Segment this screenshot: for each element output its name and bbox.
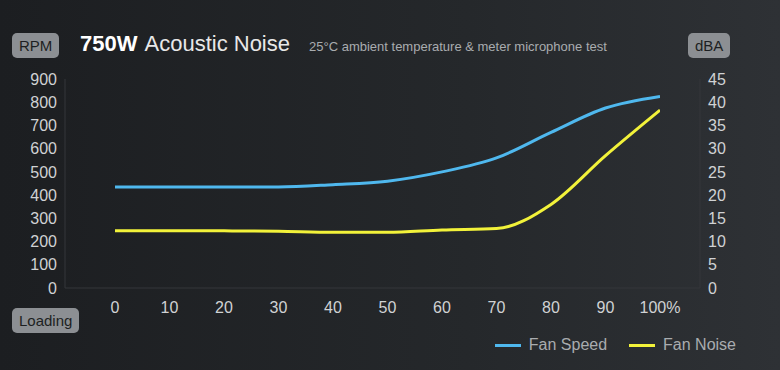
svg-text:20: 20	[708, 187, 726, 204]
html-text:25°C ambient temperature & met: 25°C ambient temperature & meter microph…	[309, 39, 607, 54]
svg-text:200: 200	[30, 233, 57, 250]
svg-text:900: 900	[30, 71, 57, 88]
svg-text:0: 0	[708, 280, 717, 297]
svg-text:25: 25	[708, 164, 726, 181]
html-text:750W Acoustic Noise: 750W Acoustic Noise	[80, 31, 290, 56]
svg-text:10: 10	[708, 233, 726, 250]
svg-text:300: 300	[30, 210, 57, 227]
svg-text:0: 0	[48, 280, 57, 297]
svg-text:700: 700	[30, 117, 57, 134]
svg-text:50: 50	[379, 299, 397, 316]
svg-text:30: 30	[270, 299, 288, 316]
svg-text:800: 800	[30, 94, 57, 111]
svg-text:30: 30	[708, 140, 726, 157]
svg-text:600: 600	[30, 140, 57, 157]
svg-text:500: 500	[30, 164, 57, 181]
html-text:Loading: Loading	[19, 312, 73, 329]
html-text:dBA: dBA	[695, 37, 724, 54]
svg-text:15: 15	[708, 210, 726, 227]
html-text:Fan Speed: Fan Speed	[528, 336, 608, 353]
svg-text:20: 20	[215, 299, 233, 316]
svg-text:80: 80	[542, 299, 560, 316]
html-text:Fan Noise: Fan Noise	[663, 336, 736, 353]
svg-text:40: 40	[324, 299, 342, 316]
svg-text:60: 60	[433, 299, 451, 316]
svg-text:70: 70	[488, 299, 506, 316]
svg-text:40: 40	[708, 94, 726, 111]
svg-text:5: 5	[708, 256, 717, 273]
svg-text:35: 35	[708, 117, 726, 134]
svg-text:0: 0	[111, 299, 120, 316]
svg-text:10: 10	[161, 299, 179, 316]
svg-text:90: 90	[597, 299, 615, 316]
svg-text:100: 100	[30, 256, 57, 273]
svg-text:400: 400	[30, 187, 57, 204]
svg-text:100%: 100%	[640, 299, 681, 316]
html-text:RPM: RPM	[19, 37, 53, 54]
svg-text:45: 45	[708, 71, 726, 88]
